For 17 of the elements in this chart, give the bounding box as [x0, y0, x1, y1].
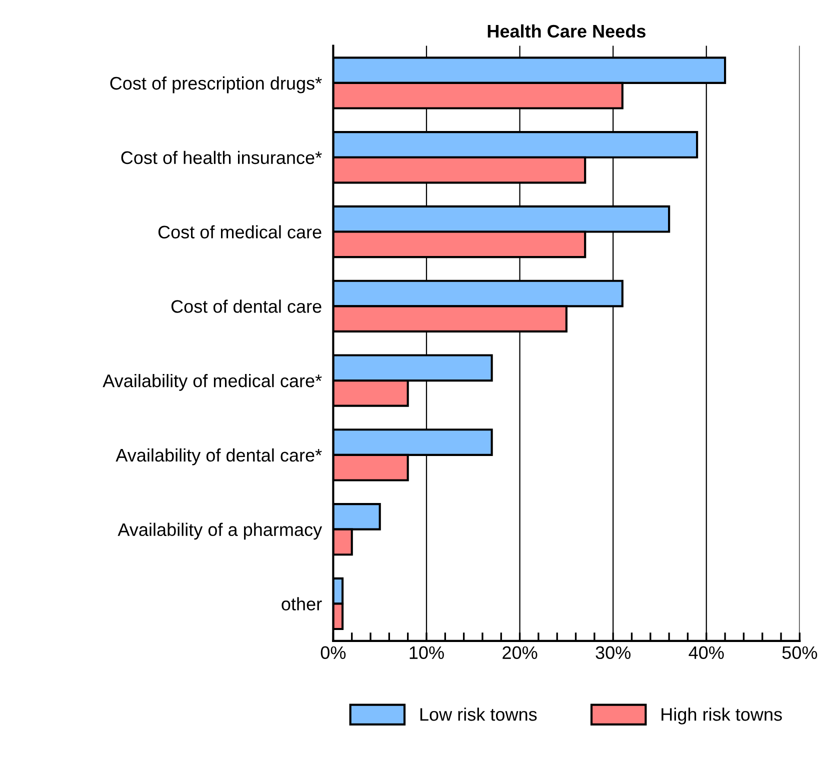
x-tick-label: 50% — [782, 646, 818, 660]
legend-label: Low risk towns — [420, 708, 537, 721]
y-tick-label: Cost of health insurance* — [121, 150, 322, 164]
x-tick-label: 40% — [688, 646, 724, 660]
x-tick-label: 0% — [320, 646, 346, 660]
y-tick-label: Availability of dental care* — [116, 448, 322, 466]
y-tick-label: Availability of a pharmacy — [118, 522, 322, 540]
y-tick-label: other — [282, 597, 322, 610]
chart-title: Health Care Needs — [488, 24, 646, 38]
y-tick-label: Cost of dental care — [171, 300, 322, 313]
x-tick-label: 20% — [502, 646, 538, 660]
y-tick-label: Availability of medical care* — [102, 374, 322, 391]
y-tick-label: Cost of medical care — [158, 225, 322, 238]
y-tick-label: Cost of prescription drugs* — [110, 76, 322, 94]
x-tick-label: 10% — [410, 646, 444, 660]
legend-label: High risk towns — [662, 708, 782, 724]
x-tick-label: 30% — [596, 646, 631, 660]
